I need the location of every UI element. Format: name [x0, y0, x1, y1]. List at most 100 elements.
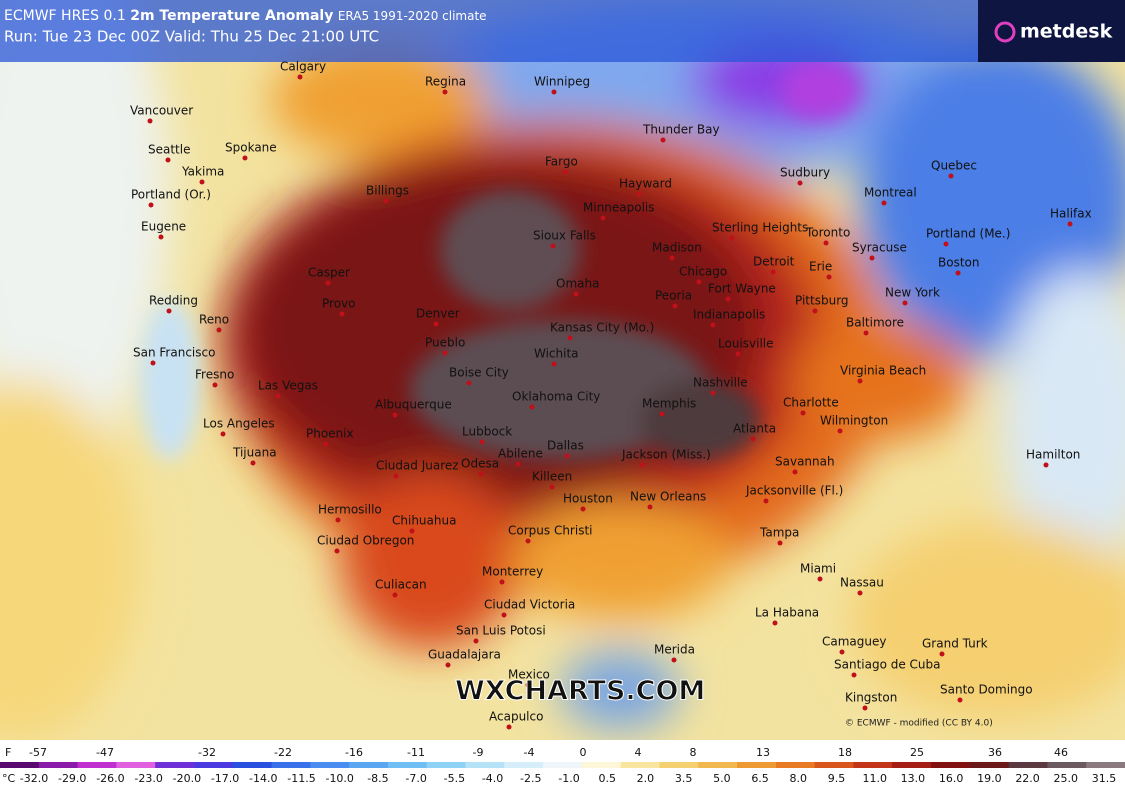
city-label: Vancouver [130, 104, 193, 118]
colorbar-swatch [116, 762, 156, 768]
city-dot [216, 327, 222, 333]
city-label: Oklahoma City [512, 390, 600, 404]
city-label: Thunder Bay [642, 123, 720, 137]
city-dot [763, 498, 769, 504]
colorbar-swatch [38, 762, 79, 768]
city-dot [710, 390, 716, 396]
city-label: Jackson (Miss.) [621, 448, 711, 462]
c-label: -29.0 [58, 772, 86, 785]
c-label: -4.0 [482, 772, 503, 785]
city-dot [466, 380, 472, 386]
colorbar-swatch [0, 762, 40, 768]
city-label: Nassau [840, 576, 884, 590]
city-label: Fort Wayne [708, 282, 776, 296]
f-label: 36 [988, 746, 1002, 759]
city-label: Sterling Heights [712, 221, 808, 235]
city-label: Mexico [508, 668, 550, 682]
colorbar-swatch [775, 762, 816, 768]
cities: Calgary Regina Winnipeg Vancouver Seattle Spo… [130, 60, 1092, 730]
city-dot [325, 280, 331, 286]
city-label: Louisville [718, 337, 774, 351]
colorbar-swatch [271, 762, 311, 768]
city-dot [212, 382, 218, 388]
city-dot [660, 137, 666, 143]
city-label: Culiacan [375, 578, 427, 592]
city-label: Santo Domingo [940, 683, 1033, 697]
c-label: -8.5 [367, 772, 388, 785]
city-dot [525, 538, 531, 544]
colorbar-swatch [892, 762, 932, 768]
climate: ERA5 1991-2020 climate [338, 9, 487, 23]
logo: metdesk [1020, 21, 1113, 43]
city-dot [792, 469, 798, 475]
city-label: New York [885, 286, 940, 300]
city-dot [525, 682, 531, 688]
city-dot [567, 335, 573, 341]
city-label: Grand Turk [922, 637, 988, 651]
city-dot [506, 724, 512, 730]
city-dot [826, 274, 832, 280]
colorbar-swatch [969, 762, 1010, 768]
city-dot [939, 651, 945, 657]
city-label: Erie [809, 260, 832, 274]
city-dot [339, 311, 345, 317]
c-label: 0.5 [598, 772, 616, 785]
colorbar-swatch [737, 762, 777, 768]
city-label: Toronto [805, 226, 850, 240]
city-label: Fargo [545, 155, 578, 169]
city-dot [659, 411, 665, 417]
f-label: -4 [524, 746, 535, 759]
city-dot [442, 350, 448, 356]
logo-box [978, 0, 1125, 62]
city-label: Hermosillo [318, 503, 382, 517]
city-dot [580, 506, 586, 512]
city-dot [442, 89, 448, 95]
city-dot [551, 89, 557, 95]
credit: © ECMWF - modified (CC BY 4.0) [845, 719, 993, 729]
anomaly-field [0, 0, 1125, 740]
city-dot [147, 118, 153, 124]
city-label: Wilmington [820, 414, 888, 428]
c-label: 9.5 [828, 772, 846, 785]
city-label: Jacksonville (Fl.) [745, 484, 843, 498]
city-label: Halifax [1050, 207, 1092, 221]
city-label: Santiago de Cuba [834, 658, 941, 672]
c-label: 5.0 [713, 772, 731, 785]
city-dot [777, 540, 783, 546]
city-label: Corpus Christi [508, 524, 593, 538]
city-dot [499, 579, 505, 585]
c-label: -20.0 [173, 772, 201, 785]
city-dot [735, 351, 741, 357]
city-label: Seattle [148, 143, 190, 157]
c-label: -1.0 [558, 772, 579, 785]
city-label: Peoria [655, 289, 692, 303]
c-label: -32.0 [20, 772, 48, 785]
city-dot [817, 576, 823, 582]
city-label: Madison [652, 241, 702, 255]
city-dot [515, 461, 521, 467]
model: ECMWF HRES 0.1 [4, 8, 126, 24]
f-label: -9 [473, 746, 484, 759]
c-label: 13.0 [901, 772, 926, 785]
city-dot [671, 657, 677, 663]
city-label: Billings [366, 184, 409, 198]
city-dot [869, 255, 875, 261]
c-label: -2.5 [520, 772, 541, 785]
colorbar-swatch [155, 762, 195, 768]
city-dot [158, 234, 164, 240]
city-dot [564, 453, 570, 459]
city-label: Pittsburg [795, 294, 849, 308]
city-label: Chihuahua [392, 514, 456, 528]
city-dot [409, 528, 415, 534]
f-label: -16 [345, 746, 363, 759]
f-label: -47 [96, 746, 114, 759]
city-label: Quebec [931, 159, 977, 173]
f-label: 18 [838, 746, 852, 759]
city-dot [473, 638, 479, 644]
f-label: 0 [580, 746, 587, 759]
city-label: Spokane [225, 141, 277, 155]
city-dot [710, 322, 716, 328]
colorbar-swatch [310, 762, 350, 768]
city-label: Ciudad Juarez [376, 459, 459, 473]
